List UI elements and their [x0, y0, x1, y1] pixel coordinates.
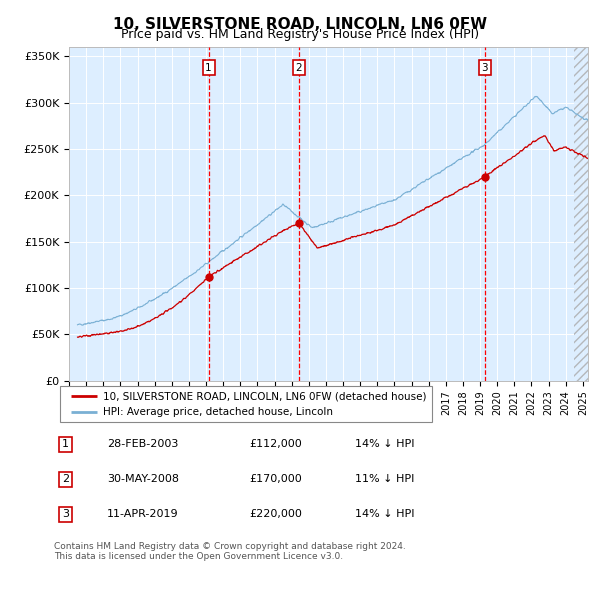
- Polygon shape: [574, 47, 588, 381]
- Text: 2: 2: [296, 63, 302, 73]
- Text: 11% ↓ HPI: 11% ↓ HPI: [355, 474, 415, 484]
- Text: £112,000: £112,000: [250, 440, 302, 450]
- Text: 1: 1: [205, 63, 212, 73]
- Text: 1: 1: [62, 440, 69, 450]
- Text: 14% ↓ HPI: 14% ↓ HPI: [355, 509, 415, 519]
- Text: 11-APR-2019: 11-APR-2019: [107, 509, 178, 519]
- Text: 28-FEB-2003: 28-FEB-2003: [107, 440, 178, 450]
- Text: Contains HM Land Registry data © Crown copyright and database right 2024.
This d: Contains HM Land Registry data © Crown c…: [54, 542, 406, 561]
- Text: 3: 3: [482, 63, 488, 73]
- Text: HPI: Average price, detached house, Lincoln: HPI: Average price, detached house, Linc…: [103, 407, 333, 417]
- Text: 3: 3: [62, 509, 69, 519]
- Text: 14% ↓ HPI: 14% ↓ HPI: [355, 440, 415, 450]
- Text: 30-MAY-2008: 30-MAY-2008: [107, 474, 179, 484]
- Text: 10, SILVERSTONE ROAD, LINCOLN, LN6 0FW (detached house): 10, SILVERSTONE ROAD, LINCOLN, LN6 0FW (…: [103, 391, 426, 401]
- Text: Price paid vs. HM Land Registry's House Price Index (HPI): Price paid vs. HM Land Registry's House …: [121, 28, 479, 41]
- Text: 10, SILVERSTONE ROAD, LINCOLN, LN6 0FW: 10, SILVERSTONE ROAD, LINCOLN, LN6 0FW: [113, 17, 487, 31]
- Text: £170,000: £170,000: [250, 474, 302, 484]
- Text: £220,000: £220,000: [250, 509, 302, 519]
- Text: 2: 2: [62, 474, 69, 484]
- FancyBboxPatch shape: [60, 386, 432, 422]
